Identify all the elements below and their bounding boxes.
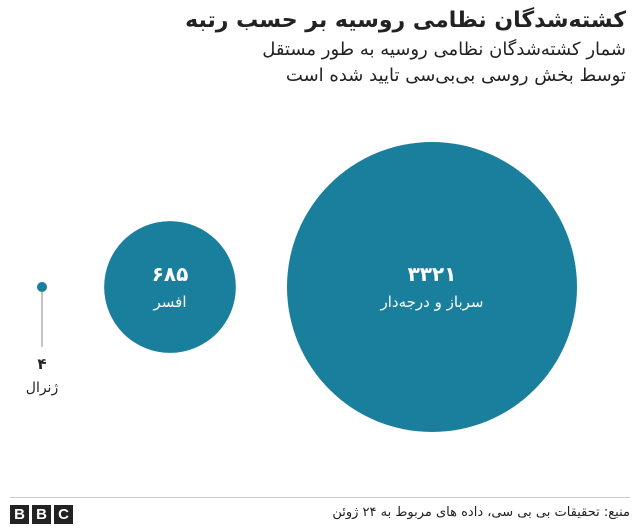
footer-divider (10, 497, 630, 498)
chart-header: کشته‌شدگان نظامی روسیه بر حسب رتبه شمار … (14, 6, 626, 88)
bubble-value-label: ۳۳۲۱ (408, 262, 457, 286)
bubble-1 (104, 221, 236, 353)
bubble-2 (287, 142, 577, 432)
bbc-logo-letter: C (54, 505, 73, 524)
bubble-value-label: ۴ (37, 355, 46, 373)
chart-footer: B B C منبع: تحقیقات بی بی سی، داده های م… (10, 503, 630, 525)
bbc-logo-letter: B (32, 505, 51, 524)
chart-subtitle-line2: توسط بخش روسی بی‌بی‌سی تایید شده است (285, 65, 626, 86)
bbc-logo: B B C (10, 505, 73, 524)
bubble-category-label: ژنرال (26, 380, 59, 396)
bbc-logo-letter: B (10, 505, 29, 524)
chart-title: کشته‌شدگان نظامی روسیه بر حسب رتبه (185, 8, 626, 33)
bubble-0 (36, 281, 48, 293)
bubble-category-label: افسر (153, 293, 187, 311)
bubble-chart: ۴ ژنرال ۶۸۵ افسر ۳۳۲۱ سرباز و درجه‌دار (26, 142, 577, 432)
bubble-value-label: ۶۸۵ (152, 262, 189, 286)
bubble-category-label: سرباز و درجه‌دار (380, 293, 484, 311)
chart-subtitle-line1: شمار کشته‌شدگان نظامی روسیه به طور مستقل (262, 39, 626, 60)
source-note: منبع: تحقیقات بی بی سی، داده های مربوط ب… (332, 505, 630, 520)
